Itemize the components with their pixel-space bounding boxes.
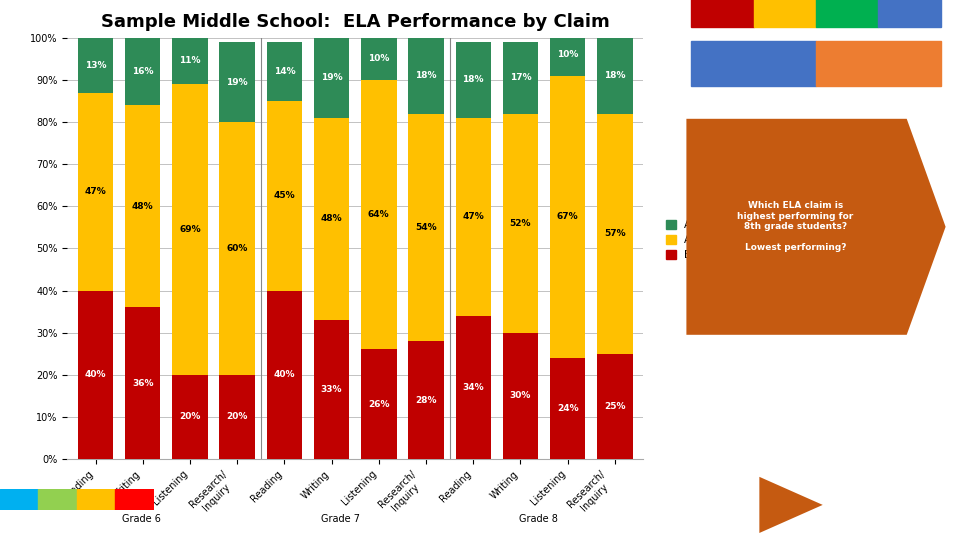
Text: 19%: 19% [227, 78, 248, 86]
Bar [267, 291, 302, 459]
Bar [503, 42, 539, 113]
Bar [172, 38, 207, 84]
Text: 47%: 47% [84, 187, 107, 196]
Bar [314, 38, 349, 118]
Text: 40%: 40% [84, 370, 107, 379]
Text: 45%: 45% [274, 191, 295, 200]
Text: 48%: 48% [321, 214, 343, 224]
Text: 18%: 18% [416, 71, 437, 80]
Bar [408, 113, 444, 341]
Bar [172, 375, 207, 459]
Text: Grade 6: Grade 6 [122, 514, 161, 524]
Bar [878, 0, 941, 27]
Bar [550, 33, 586, 76]
Bar [456, 316, 491, 459]
Text: 17%: 17% [510, 73, 531, 82]
Bar [115, 489, 154, 510]
Bar [550, 76, 586, 358]
Text: 13%: 13% [84, 60, 107, 70]
Text: 10%: 10% [557, 50, 578, 59]
Bar [691, 0, 754, 27]
Bar [503, 113, 539, 333]
Bar [503, 333, 539, 459]
Bar [754, 0, 816, 27]
Text: 48%: 48% [132, 202, 154, 211]
Text: 69%: 69% [180, 225, 201, 234]
Bar [220, 42, 254, 122]
Bar [361, 38, 396, 80]
Text: 60%: 60% [227, 244, 248, 253]
Text: 57%: 57% [604, 229, 626, 238]
Bar [125, 38, 160, 105]
Text: 20%: 20% [180, 413, 201, 421]
Bar [267, 42, 302, 101]
Bar [78, 38, 113, 92]
Bar [816, 0, 878, 27]
Bar [408, 341, 444, 459]
Text: 24%: 24% [557, 404, 579, 413]
Text: 26%: 26% [368, 400, 390, 409]
Bar [550, 358, 586, 459]
Text: Grade 7: Grade 7 [321, 514, 360, 524]
Title: Sample Middle School:  ELA Performance by Claim: Sample Middle School: ELA Performance by… [101, 12, 610, 31]
Text: 10%: 10% [368, 55, 390, 63]
Text: 20%: 20% [227, 413, 248, 421]
Bar [361, 80, 396, 349]
Bar [172, 84, 207, 375]
Legend: Above Standard, At or Near Standard, Below Standard: Above Standard, At or Near Standard, Bel… [665, 220, 788, 260]
Text: 33%: 33% [321, 385, 343, 394]
Text: 11%: 11% [180, 57, 201, 65]
Bar [456, 42, 491, 118]
Text: KEY DATA: KEY DATA [844, 489, 897, 500]
Bar [125, 307, 160, 459]
Text: 36%: 36% [132, 379, 154, 388]
Text: 47%: 47% [463, 212, 484, 221]
Bar [220, 375, 254, 459]
Bar [361, 349, 396, 459]
Text: Grade 8: Grade 8 [519, 514, 559, 524]
Bar [78, 291, 113, 459]
Text: 19%: 19% [321, 73, 343, 82]
Text: 18%: 18% [463, 76, 484, 84]
Text: SYSTEMS: SYSTEMS [844, 515, 882, 523]
Bar [77, 489, 115, 510]
Bar [456, 118, 491, 316]
Bar [408, 38, 444, 113]
Text: 18%: 18% [604, 71, 626, 80]
Bar [0, 489, 38, 510]
Bar [267, 101, 302, 291]
Text: 25%: 25% [604, 402, 626, 411]
Bar [220, 122, 254, 375]
Text: Which ELA claim is
highest performing for
8th grade students?

Lowest performing: Which ELA claim is highest performing fo… [737, 201, 853, 252]
Bar [816, 40, 941, 86]
Polygon shape [686, 119, 946, 335]
Bar [125, 105, 160, 307]
Bar [78, 92, 113, 291]
Text: 30%: 30% [510, 392, 531, 400]
Text: 54%: 54% [416, 223, 437, 232]
Bar [38, 489, 77, 510]
Text: 16%: 16% [132, 67, 154, 76]
Bar [597, 113, 633, 354]
Bar [314, 320, 349, 459]
Text: 52%: 52% [510, 219, 531, 228]
Text: 67%: 67% [557, 212, 579, 221]
Text: 14%: 14% [274, 67, 295, 76]
Bar [597, 38, 633, 113]
Bar [314, 118, 349, 320]
Text: 28%: 28% [416, 395, 437, 404]
Bar [597, 354, 633, 459]
Bar [691, 40, 816, 86]
Text: 40%: 40% [274, 370, 295, 379]
Polygon shape [759, 477, 823, 533]
Text: 64%: 64% [368, 210, 390, 219]
Text: 34%: 34% [463, 383, 484, 392]
Text: 17: 17 [470, 518, 490, 532]
